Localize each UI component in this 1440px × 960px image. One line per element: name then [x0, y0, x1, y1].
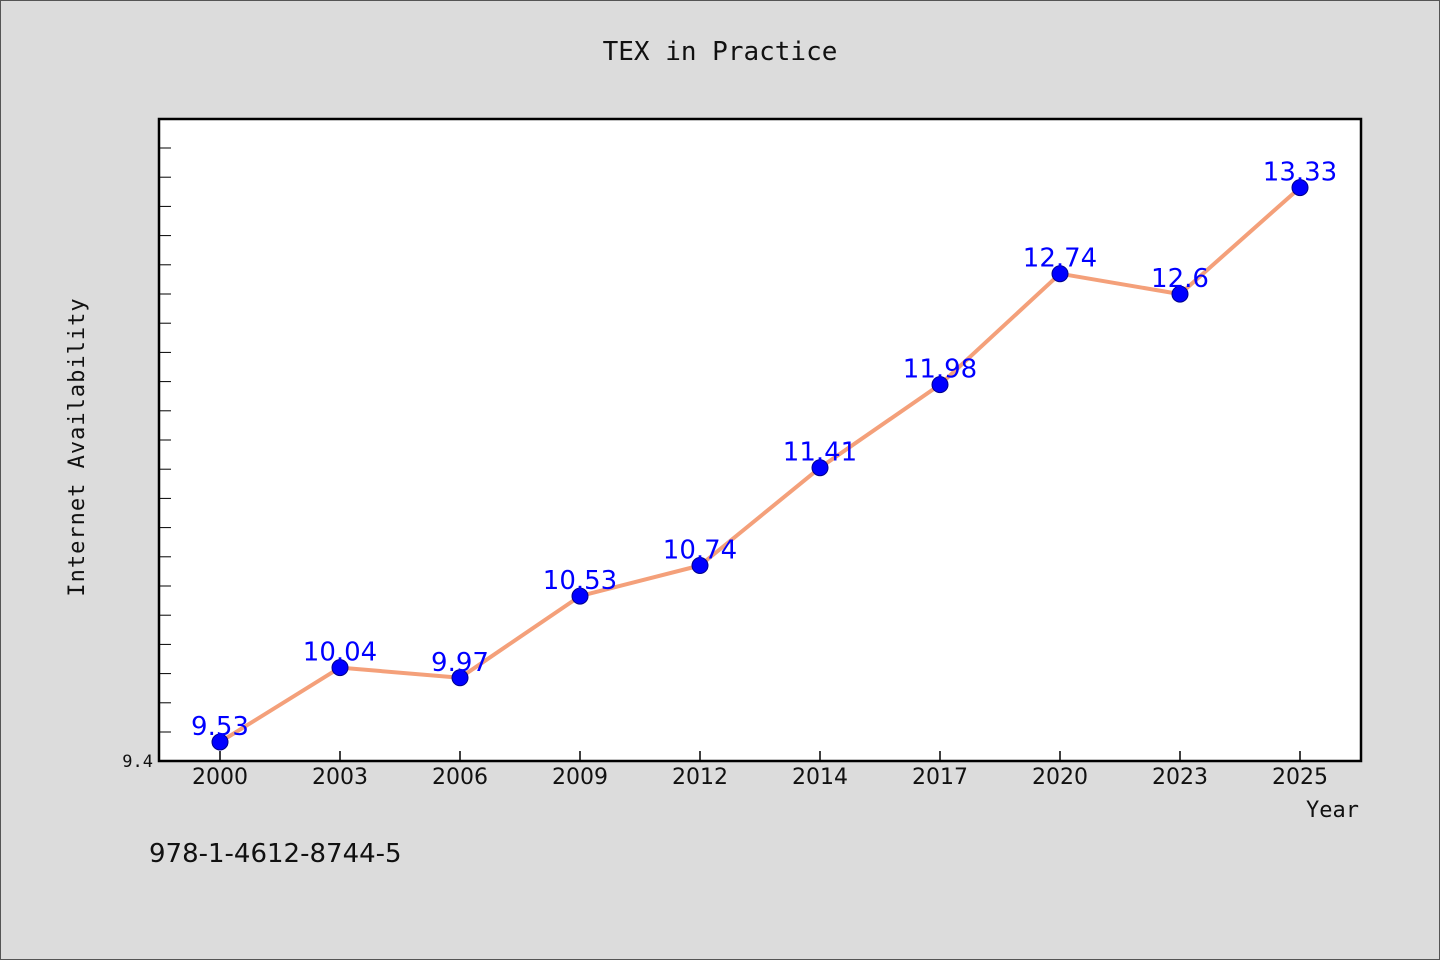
data-label: 10.04 — [303, 638, 377, 668]
data-label: 11.41 — [783, 438, 857, 468]
data-point — [1171, 285, 1189, 303]
x-tick-label: 2000 — [192, 765, 248, 790]
data-point — [1051, 265, 1069, 283]
data-point — [331, 659, 349, 677]
data-label: 13.33 — [1263, 158, 1337, 188]
data-label: 12.6 — [1151, 264, 1209, 294]
chart-title: TEX in Practice — [603, 37, 838, 67]
data-point — [211, 733, 229, 751]
y-axis-ticks — [159, 147, 171, 733]
data-label: 9.97 — [431, 648, 489, 678]
plot-area — [157, 117, 1363, 763]
isbn-text: 978-1-4612-8744-5 — [149, 839, 402, 869]
x-axis-label: Year — [1306, 798, 1359, 823]
series-line — [218, 185, 1302, 744]
y-min-tick-label: 9.4 — [122, 752, 153, 772]
x-tick-label: 2025 — [1272, 765, 1328, 790]
x-tick-label: 2017 — [912, 765, 968, 790]
data-point — [571, 587, 589, 605]
series-markers — [211, 179, 1309, 751]
data-label: 11.98 — [903, 355, 977, 385]
data-point — [931, 376, 949, 394]
x-tick-label: 2003 — [312, 765, 368, 790]
data-label: 10.74 — [663, 536, 737, 566]
data-point — [691, 557, 709, 574]
x-tick-label: 2009 — [552, 765, 608, 790]
y-axis-label: Internet Availability — [65, 297, 90, 596]
data-label: 12.74 — [1023, 244, 1097, 274]
data-labels: 9.53 10.04 9.97 10.53 10.74 11.41 11.98 12.74 12… — [191, 158, 1337, 742]
x-tick-label: 2014 — [792, 765, 848, 790]
x-axis-ticks: 2000 2003 2006 2009 2012 2014 2017 2020 2023 2025 — [192, 751, 1328, 790]
data-point — [811, 459, 829, 477]
data-point — [451, 669, 469, 687]
x-tick-label: 2006 — [432, 765, 488, 790]
x-tick-label: 2023 — [1152, 765, 1208, 790]
data-label: 9.53 — [191, 712, 249, 742]
x-tick-label: 2020 — [1032, 765, 1088, 790]
data-label: 10.53 — [543, 566, 617, 596]
x-tick-label: 2012 — [672, 765, 728, 790]
data-point — [1291, 179, 1309, 197]
